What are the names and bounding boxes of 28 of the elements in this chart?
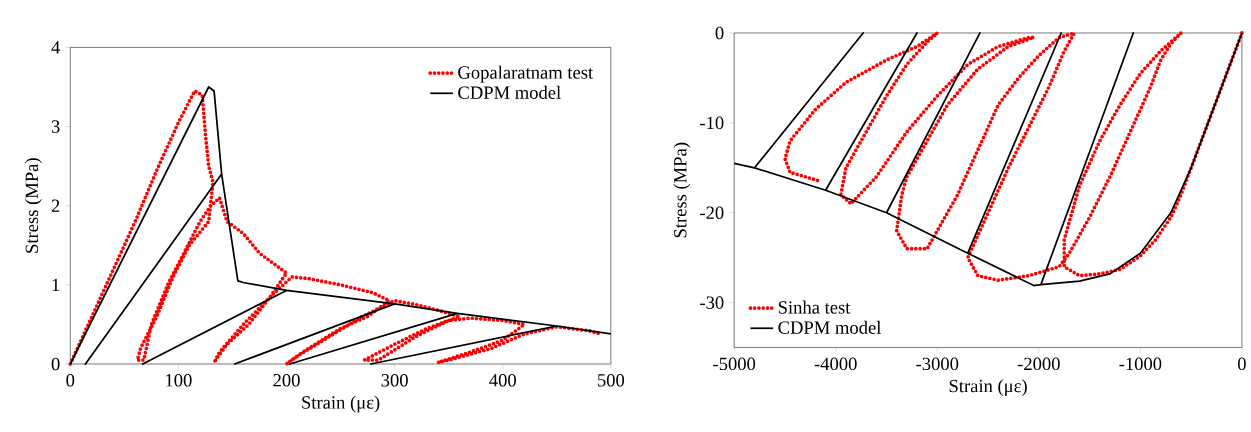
x-tick-label: 200	[273, 373, 300, 387]
x-tick-label: 400	[489, 373, 516, 387]
y-tick-label: -20	[700, 206, 724, 219]
y-axis-title: Stress (MPa)	[25, 158, 42, 253]
y-tick-label: -30	[700, 296, 724, 309]
x-tick-label: 300	[381, 373, 408, 387]
x-tick-label: 0	[66, 373, 75, 387]
x-tick-label: 100	[166, 373, 192, 387]
y-tick-label: 2	[51, 199, 60, 212]
x-axis-title: Strain (με)	[302, 395, 380, 413]
y-tick-label: -10	[700, 116, 724, 130]
x-tick-label: 500	[598, 373, 625, 387]
y-tick-label: 4	[51, 41, 61, 54]
legend-label: Gopalaratnam test	[458, 65, 594, 83]
x-tick-label: 0	[1237, 357, 1246, 371]
x-tick-label: -3000	[916, 357, 959, 371]
y-tick-label: 1	[52, 278, 60, 291]
x-tick-label: -2000	[1017, 357, 1060, 371]
x-tick-label: -4000	[814, 357, 857, 371]
y-tick-label: 3	[51, 120, 60, 133]
y-axis-title: Stress (MPa)	[673, 142, 691, 238]
x-tick-label: -5000	[713, 357, 756, 371]
y-tick-label: 0	[715, 26, 724, 40]
legend-label: Sinha test	[778, 300, 851, 314]
x-axis-title: Strain (με)	[949, 379, 1027, 397]
legend-label: CDPM model	[458, 85, 561, 99]
legend-label: CDPM model	[778, 320, 882, 334]
x-tick-label: -1000	[1119, 357, 1162, 371]
